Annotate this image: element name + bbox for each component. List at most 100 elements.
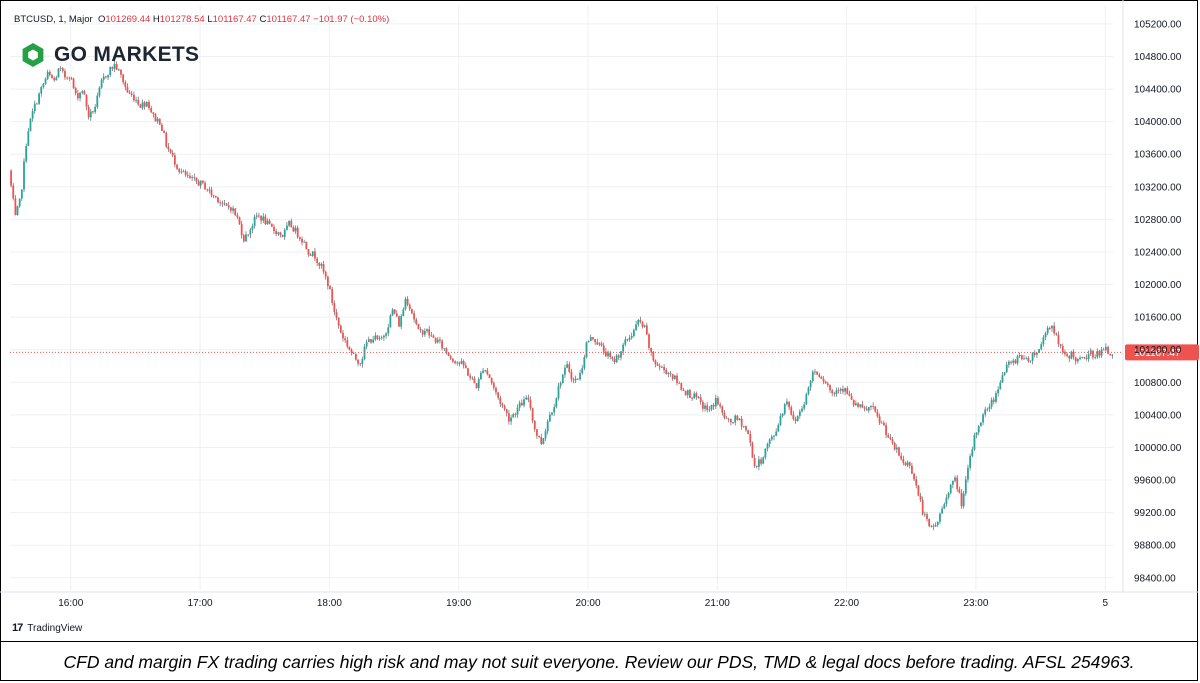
candle-body	[1046, 328, 1049, 334]
tradingview-attribution[interactable]: 17 TradingView	[12, 622, 82, 634]
candle-body	[42, 83, 45, 87]
candle-body	[555, 398, 558, 408]
candle-body	[883, 422, 885, 426]
candle-body	[404, 298, 407, 310]
candle-body	[844, 388, 847, 392]
candle-body	[719, 404, 722, 407]
candle-body	[27, 131, 30, 146]
candle-body	[975, 432, 978, 435]
candle-body	[587, 340, 590, 343]
candle-body	[684, 390, 687, 396]
candle-body	[98, 87, 101, 96]
candle-body	[479, 372, 482, 380]
candle-body	[66, 77, 69, 79]
candle-body	[423, 331, 426, 335]
candle-body	[238, 217, 241, 224]
candle-body	[908, 462, 911, 466]
candle-body	[230, 207, 232, 211]
candle-body	[861, 404, 864, 408]
candlestick-chart[interactable]: 101167.47 105200.00 104800.00 104400.00 104…	[0, 0, 1200, 640]
candle-body	[29, 118, 32, 132]
candle-body	[803, 404, 806, 409]
candle-body	[846, 388, 849, 394]
y-tick-label: 99200.00	[1134, 508, 1176, 519]
candle-body	[548, 414, 551, 422]
candle-body	[520, 402, 523, 406]
candle-body	[628, 337, 631, 340]
candle-body	[900, 455, 903, 460]
candle-body	[624, 339, 627, 345]
candle-body	[921, 500, 924, 515]
candle-body	[408, 304, 411, 310]
candle-body	[1092, 350, 1094, 358]
candle-body	[533, 420, 536, 430]
candle-body	[1008, 361, 1010, 365]
candle-body	[1083, 356, 1086, 358]
candle-body	[1027, 357, 1030, 362]
candle-body	[236, 215, 239, 218]
candle-body	[94, 106, 97, 113]
candle-body	[1064, 351, 1066, 355]
candle-body	[51, 74, 53, 79]
candle-body	[553, 407, 556, 413]
candle-body	[1012, 360, 1015, 363]
candle-body	[857, 403, 859, 407]
candle-body	[255, 215, 258, 217]
candle-body	[227, 205, 230, 208]
candle-body	[432, 335, 435, 338]
candle-body	[693, 393, 696, 399]
candle-body	[1081, 356, 1084, 358]
candle-body	[542, 438, 545, 445]
candle-body	[389, 315, 392, 328]
candle-body	[691, 397, 694, 399]
candle-body	[1048, 328, 1051, 329]
y-tick-label: 103200.00	[1134, 182, 1182, 193]
candle-body	[581, 368, 584, 374]
candle-body	[712, 404, 715, 407]
candle-body	[436, 339, 439, 343]
candle-body	[44, 78, 47, 84]
candle-body	[180, 171, 183, 173]
candle-body	[958, 489, 961, 493]
candle-body	[930, 525, 933, 527]
candle-body	[130, 93, 133, 95]
candle-body	[811, 371, 814, 382]
candle-body	[600, 343, 603, 346]
candle-body	[870, 405, 872, 408]
candle-body	[911, 465, 913, 474]
candle-body	[286, 225, 288, 230]
candle-body	[594, 339, 597, 343]
candle-body	[357, 359, 359, 364]
candle-body	[596, 342, 599, 345]
chart-grid	[0, 0, 1198, 593]
candle-body	[55, 77, 58, 81]
open-value: 101269.44	[105, 14, 151, 25]
candle-body	[848, 393, 851, 396]
candle-body	[105, 76, 107, 78]
candle-body	[352, 352, 355, 354]
candle-body	[546, 421, 549, 432]
candle-body	[512, 414, 515, 418]
candle-body	[527, 397, 530, 400]
risk-disclaimer: CFD and margin FX trading carries high r…	[0, 641, 1198, 682]
candle-body	[818, 374, 821, 377]
candle-body	[622, 344, 625, 352]
candle-body	[630, 335, 633, 338]
candle-body	[361, 358, 364, 365]
candle-body	[279, 232, 282, 235]
candle-body	[995, 393, 997, 402]
candle-body	[568, 364, 571, 372]
candle-body	[337, 317, 340, 326]
candle-body	[738, 418, 741, 420]
candle-body	[770, 436, 773, 440]
candle-body	[469, 375, 472, 378]
candle-body	[729, 418, 732, 423]
candle-body	[617, 355, 620, 358]
candle-body	[689, 390, 691, 398]
candle-body	[240, 223, 243, 236]
candle-body	[320, 264, 323, 266]
x-tick-label: 23:00	[963, 598, 988, 609]
candle-body	[365, 342, 368, 347]
candle-body	[941, 508, 943, 514]
candle-body	[318, 262, 321, 266]
